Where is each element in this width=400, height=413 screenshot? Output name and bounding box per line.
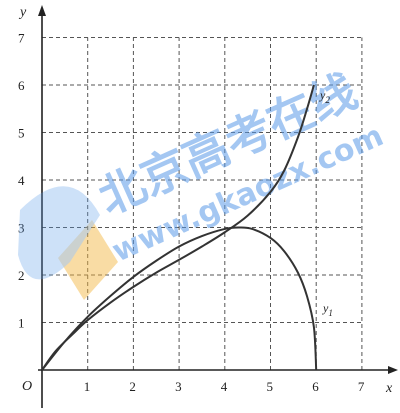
grid-lines: [42, 37, 363, 370]
series-label-y1: y1: [322, 301, 333, 318]
series-line-y2: [41, 84, 315, 371]
x-tick-label: 7: [358, 379, 365, 394]
watermark-logo: 北京高考在线 www.gkaozx.com: [18, 63, 389, 300]
x-tick-label: 6: [312, 379, 319, 394]
series: [41, 84, 318, 371]
x-tick-label: 4: [221, 379, 228, 394]
series-label-y2: y2: [319, 88, 330, 105]
x-tick-label: 5: [267, 379, 274, 394]
x-tick-label: 1: [84, 379, 91, 394]
x-axis-arrow-icon: [388, 366, 398, 374]
x-tick-label: 3: [175, 379, 182, 394]
y-tick-label: 6: [18, 78, 25, 93]
y-tick-label: 5: [18, 126, 25, 141]
x-tick-label: 2: [129, 379, 136, 394]
origin-label: O: [22, 379, 32, 394]
y-axis-label: y: [18, 5, 27, 20]
x-axis-label: x: [385, 381, 393, 396]
tick-labels: 1 2 3 4 5 6 7 1 2 3 4 5 6 7: [18, 31, 365, 395]
y-tick-label: 3: [18, 221, 25, 236]
axes: [38, 5, 398, 408]
y-tick-label: 1: [18, 316, 25, 331]
watermark-swoosh: [18, 186, 100, 280]
y-tick-label: 4: [18, 173, 25, 188]
series-line-y1: [41, 226, 318, 371]
y-tick-label: 7: [18, 31, 25, 46]
y-axis-arrow-icon: [38, 5, 46, 16]
y-tick-label: 2: [18, 268, 25, 283]
watermark-accent-shape: [58, 220, 118, 300]
series-labels: y1 y2: [319, 88, 333, 318]
